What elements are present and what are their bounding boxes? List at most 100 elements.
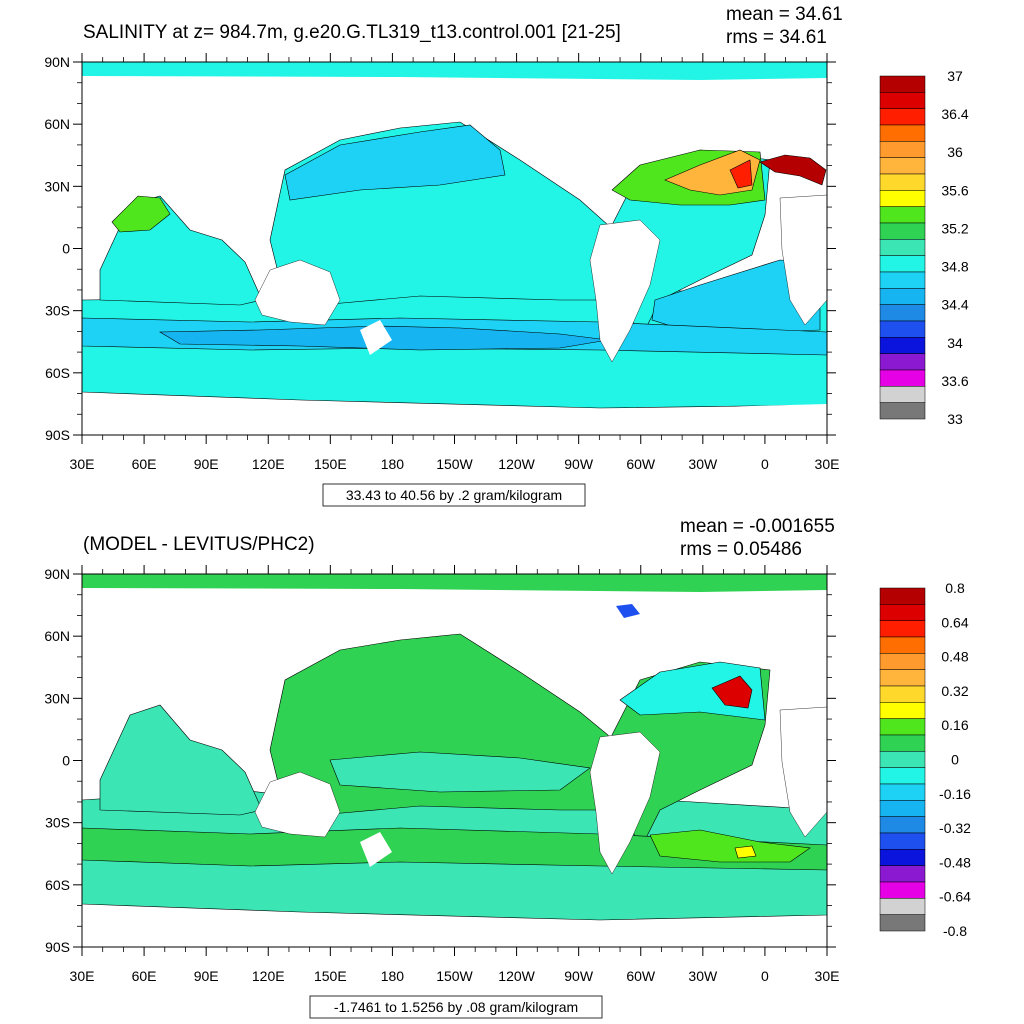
colorbar-swatch [879, 190, 926, 207]
y-tick-label: 90S [45, 427, 70, 443]
colorbar-swatch [879, 898, 926, 915]
panel-1-med-core [729, 159, 753, 189]
colorbar-swatch [879, 800, 926, 817]
panel-2-arctic [82, 574, 827, 592]
panel-2-range-box [309, 995, 603, 1019]
colorbar-swatch [879, 783, 926, 801]
colorbar-label: 35.2 [941, 220, 968, 236]
panel-1-nz [360, 320, 392, 355]
y-tick-label: 30N [44, 178, 70, 194]
x-tick-label: 60E [132, 968, 157, 984]
x-tick-label: 120E [252, 456, 285, 472]
colorbar-label: -0.16 [939, 786, 971, 802]
y-tick-label: 60N [44, 116, 70, 132]
colorbar-label: 36.4 [941, 106, 968, 122]
x-tick-label: 90E [194, 968, 219, 984]
colorbar-label: 37 [947, 68, 963, 84]
colorbar-swatch [879, 816, 926, 834]
x-tick-label: 150W [436, 456, 473, 472]
panel-1-colorbar: 37 36.4 36 35.6 35.2 34.8 34.4 34 33.6 33 [879, 68, 969, 427]
panel-1-arctic [82, 62, 827, 80]
colorbar-swatch [879, 734, 926, 752]
x-tick-label: 0 [761, 456, 769, 472]
y-tick-label: 60S [45, 877, 70, 893]
colorbar-label: 0.8 [945, 580, 965, 596]
x-tick-label: 60W [626, 456, 656, 472]
colorbar-swatch [879, 157, 926, 175]
colorbar-swatch [879, 751, 926, 768]
colorbar-label: 0 [951, 752, 959, 768]
colorbar-swatch [879, 239, 926, 256]
x-tick-label: 150W [436, 968, 473, 984]
y-tick-label: 90N [44, 54, 70, 70]
colorbar-swatch [879, 337, 926, 354]
x-tick-label: 90W [564, 968, 594, 984]
y-tick-label: 30N [44, 690, 70, 706]
colorbar-label: -0.32 [939, 820, 971, 836]
panel-1-arabian-sea [111, 195, 171, 233]
colorbar-swatch [879, 206, 926, 224]
x-tick-label: 30E [70, 456, 95, 472]
y-tick-label: 90S [45, 939, 70, 955]
colorbar-label: 36 [947, 144, 963, 160]
colorbar-swatch [879, 702, 926, 719]
colorbar-label: -0.64 [939, 889, 971, 905]
y-tick-label: 60S [45, 365, 70, 381]
colorbar-swatch [879, 685, 926, 703]
y-tick-label: 30S [45, 303, 70, 319]
x-tick-label: 150E [314, 968, 347, 984]
panel-2-indian-ocean [99, 704, 263, 816]
colorbar-swatch [879, 865, 926, 883]
panel-2-pac-equatorial [329, 751, 591, 793]
panel-2-southern-band [82, 827, 827, 871]
x-tick-label: 180 [381, 968, 405, 984]
colorbar-swatch [879, 271, 926, 289]
colorbar-swatch [879, 620, 926, 638]
x-tick-label: 30E [815, 968, 840, 984]
x-tick-label: 120W [498, 456, 535, 472]
y-tick-label: 60N [44, 628, 70, 644]
colorbar-swatch [879, 669, 926, 687]
colorbar-swatch [879, 832, 926, 850]
colorbar-swatch [879, 402, 926, 420]
colorbar-label: -0.48 [939, 854, 971, 870]
x-tick-label: 120W [498, 968, 535, 984]
colorbar-label: 0.16 [941, 717, 968, 733]
panel-2-map [82, 574, 827, 947]
panel-1: SALINITY at z= 984.7m, g.e20.G.TL319_t13… [44, 4, 969, 507]
panel-2-australia [254, 771, 341, 838]
colorbar-swatch [879, 386, 926, 403]
panel-1-range-label: 33.43 to 40.56 by .2 gram/kilogram [346, 487, 562, 503]
panel-1-mean: mean = 34.61 [726, 4, 843, 25]
colorbar-swatch [879, 173, 926, 191]
colorbar-swatch [879, 849, 926, 866]
colorbar-swatch [879, 369, 926, 387]
colorbar-swatch [879, 255, 926, 273]
colorbar-label: 35.6 [941, 182, 968, 198]
panel-1-africa [779, 194, 827, 326]
panel-1-antarctica [82, 400, 827, 435]
y-tick-label: 30S [45, 815, 70, 831]
colorbar-swatch [879, 288, 926, 305]
colorbar-swatch [879, 881, 926, 899]
colorbar-label: 0.48 [941, 649, 968, 665]
colorbar-swatch [879, 304, 926, 322]
panel-2-satl-warm [649, 829, 811, 863]
colorbar-label: 33 [947, 411, 963, 427]
colorbar-label: 34.4 [941, 297, 968, 313]
x-tick-label: 180 [381, 456, 405, 472]
panel-1-south-america [589, 219, 661, 363]
colorbar-swatch [879, 636, 926, 654]
colorbar-label: 34.8 [941, 259, 968, 275]
x-tick-label: 60E [132, 456, 157, 472]
panel-2-rms: rms = 0.05486 [680, 539, 802, 560]
colorbar-label: 33.6 [941, 373, 968, 389]
panel-2-title: (MODEL - LEVITUS/PHC2) [83, 534, 315, 555]
panel-2-range-label: -1.7461 to 1.5256 by .08 gram/kilogram [334, 999, 578, 1015]
panel-2-med-anomaly [711, 675, 753, 709]
panel-2: (MODEL - LEVITUS/PHC2) mean = -0.001655 … [44, 516, 971, 1019]
colorbar-label: 0.32 [941, 683, 968, 699]
colorbar-swatch [879, 75, 926, 93]
